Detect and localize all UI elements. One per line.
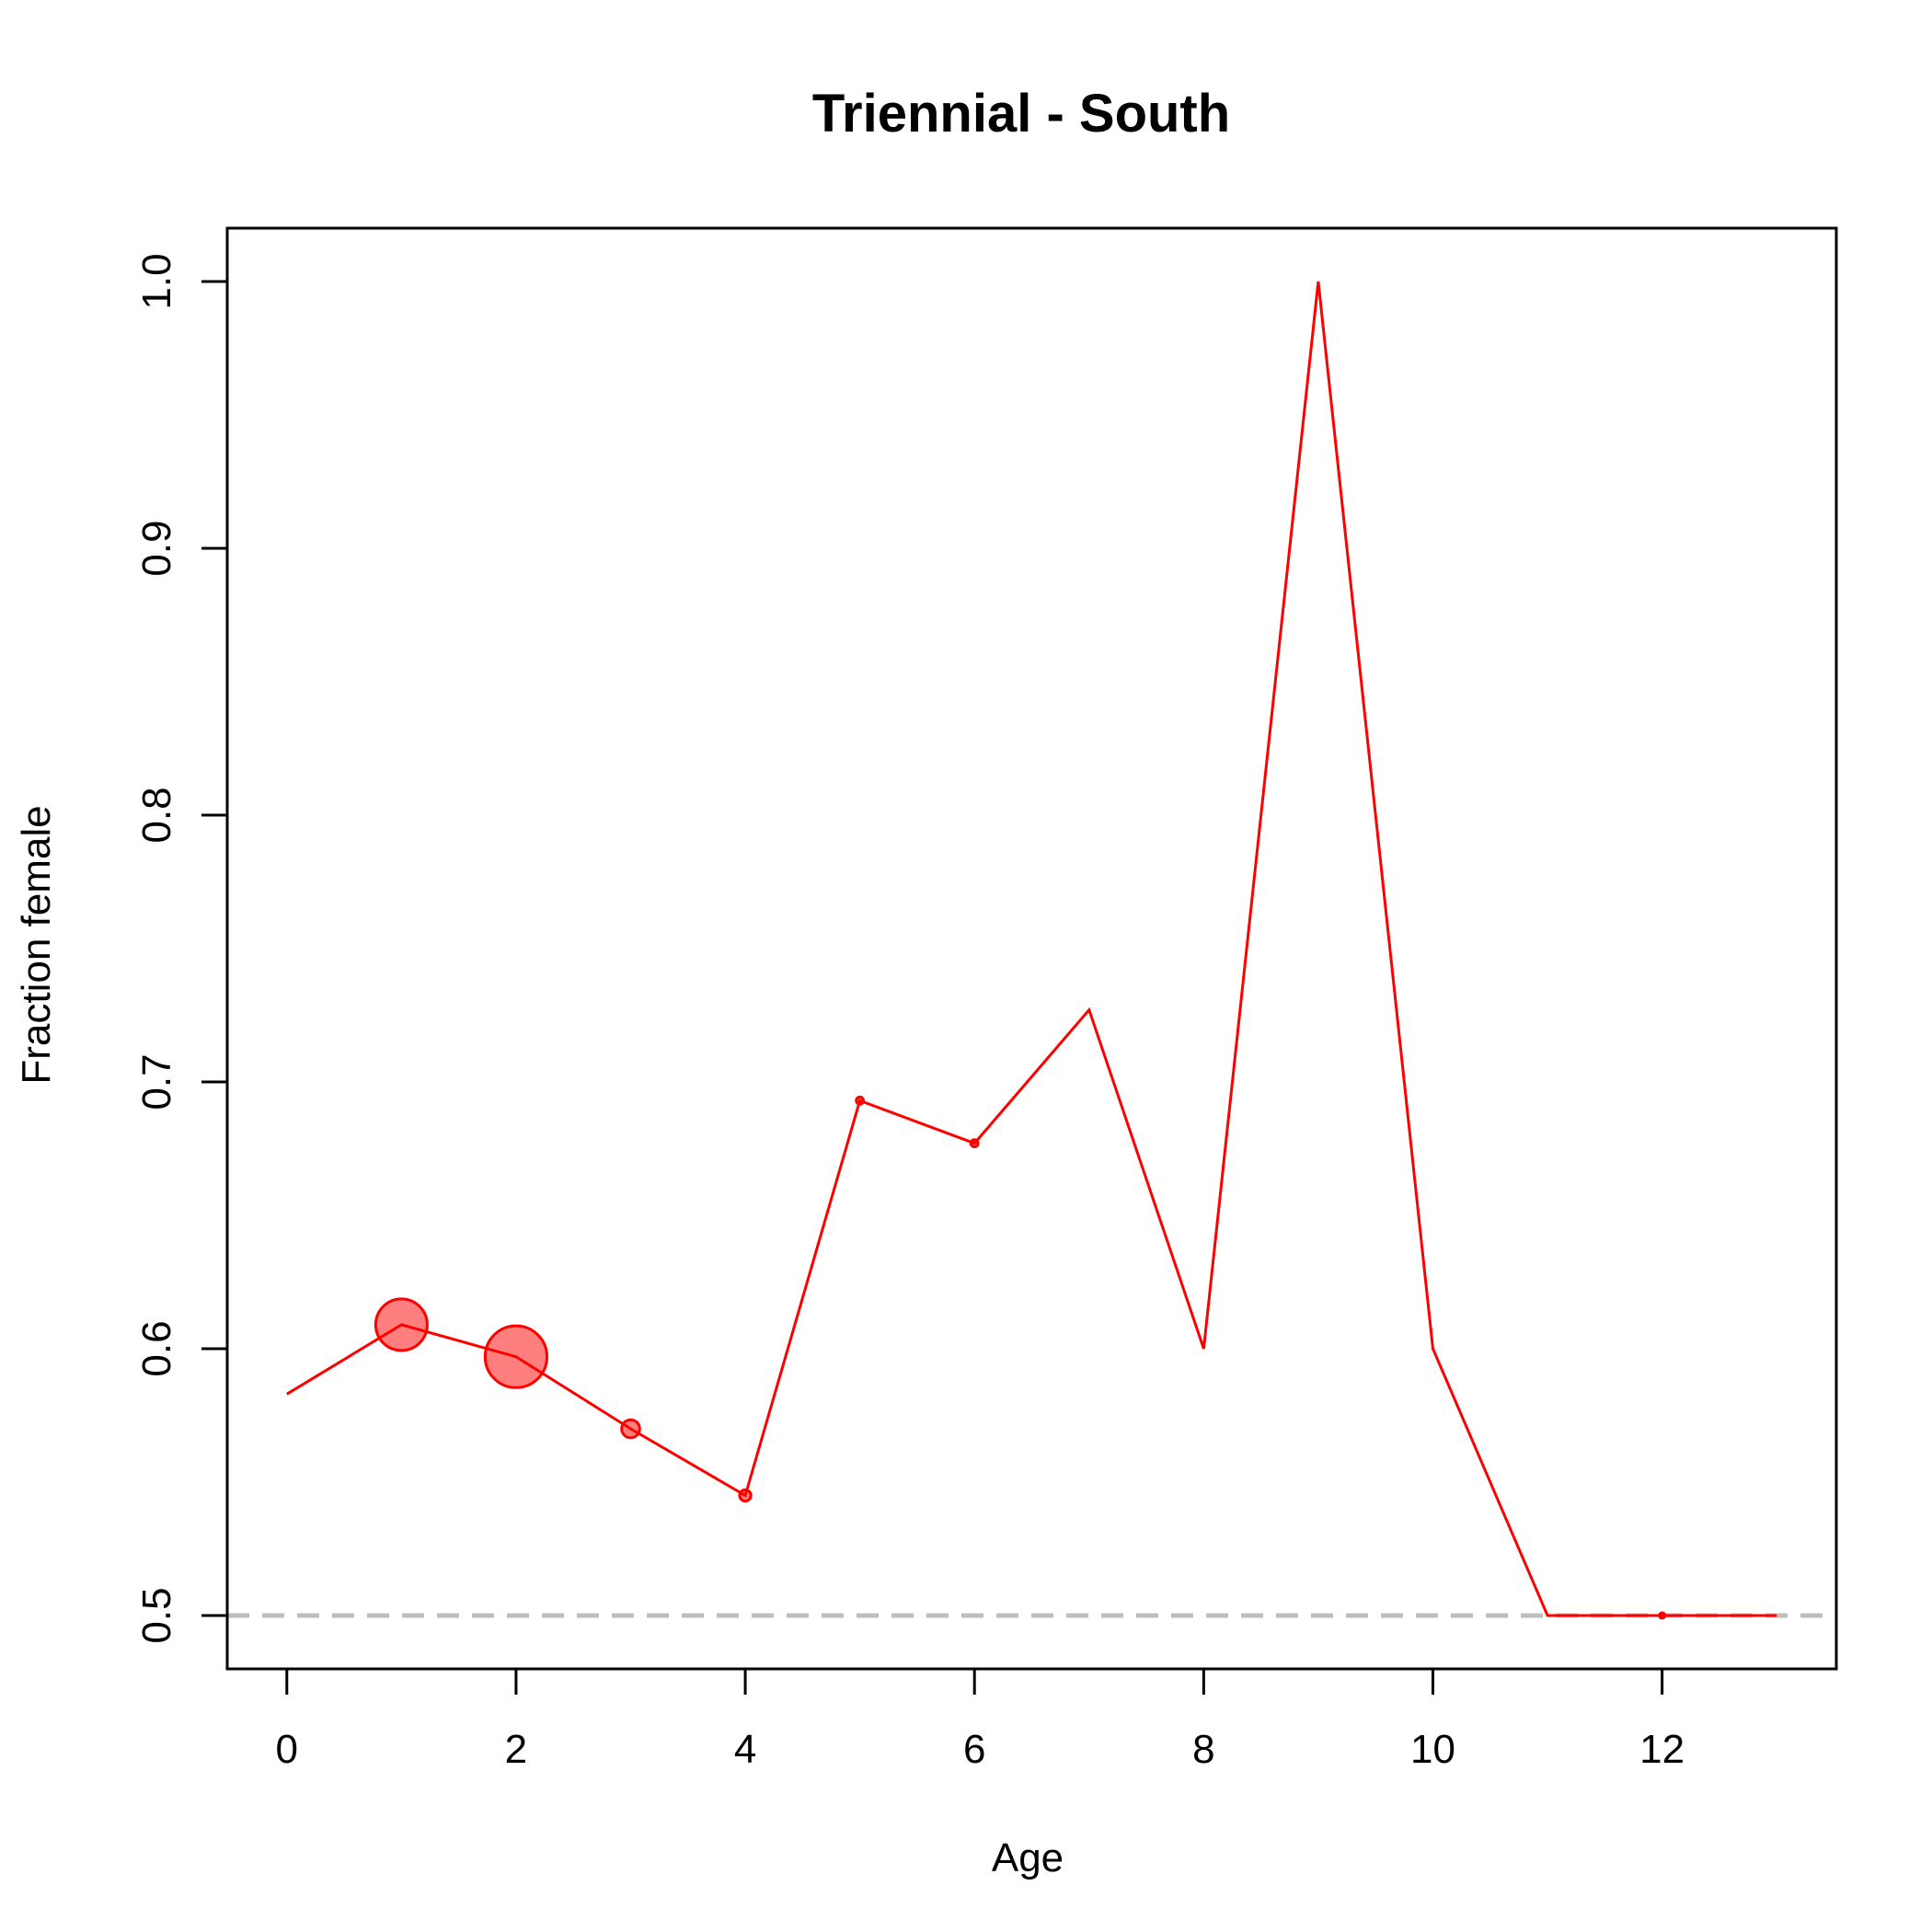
plot-area	[227, 281, 1836, 1620]
x-tick-label: 2	[505, 1727, 527, 1772]
y-tick-label: 0.5	[134, 1587, 179, 1643]
x-tick-label: 10	[1410, 1727, 1455, 1772]
data-point	[374, 1297, 429, 1352]
x-axis-label: Age	[992, 1835, 1064, 1880]
x-tick-label: 8	[1192, 1727, 1214, 1772]
y-tick-label: 0.6	[134, 1320, 179, 1376]
data-point	[1658, 1611, 1667, 1620]
data-point	[969, 1138, 980, 1149]
y-axis-label: Fraction female	[14, 805, 59, 1084]
y-tick-label: 1.0	[134, 253, 179, 309]
axes: 0 2 4 6 8 10 12 0.5 0.6 0.7 0.8 0.9 1.0	[134, 226, 1838, 1772]
data-point	[483, 1324, 549, 1389]
y-tick-label: 0.7	[134, 1053, 179, 1110]
data-point	[738, 1488, 753, 1503]
chart-title: Triennial - South	[812, 84, 1230, 144]
x-tick-label: 12	[1639, 1727, 1685, 1772]
data-point	[620, 1418, 641, 1440]
y-tick-label: 0.8	[134, 787, 179, 843]
x-tick-label: 6	[963, 1727, 985, 1772]
data-point	[855, 1095, 866, 1106]
x-tick-label: 4	[734, 1727, 756, 1772]
y-tick-label: 0.9	[134, 520, 179, 576]
x-tick-label: 0	[276, 1727, 298, 1772]
